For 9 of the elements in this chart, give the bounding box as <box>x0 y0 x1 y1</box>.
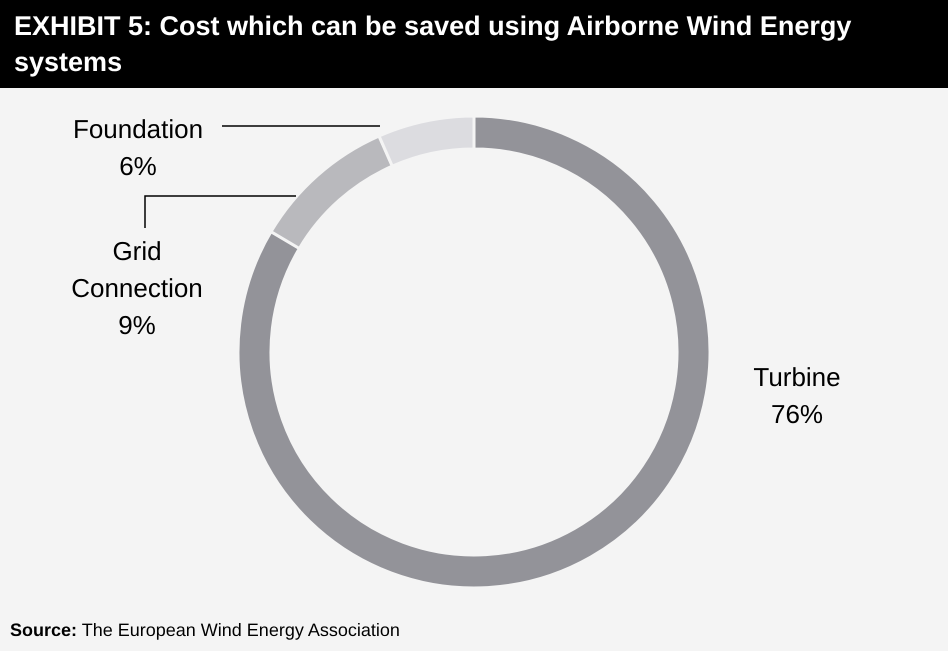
data-label: 76% <box>770 399 824 429</box>
slice-label: Foundation <box>72 114 204 144</box>
slice-label: Grid Connection <box>71 236 203 303</box>
chart-title: EXHIBIT 5: Cost which can be saved using Airborne Wind Energy systems <box>0 0 948 88</box>
donut-slice <box>236 114 712 590</box>
slice-label: Turbine <box>753 362 841 392</box>
source-note: Source: The European Wind Energy Association <box>10 620 400 641</box>
data-label: 6% <box>119 151 157 181</box>
data-label: 9% <box>118 310 156 340</box>
